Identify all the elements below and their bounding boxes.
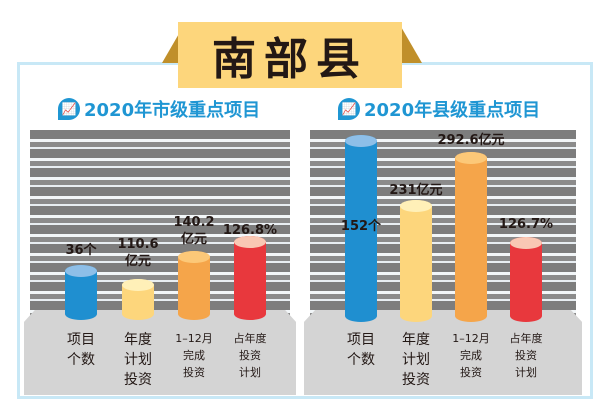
panel-title-text: 2020年县级重点项目 — [364, 100, 541, 121]
bar-2 — [400, 200, 432, 322]
category-label: 年度 计划 投资 — [402, 332, 430, 388]
category-label: 占年度 投资 计划 — [233, 332, 267, 379]
chart-icon: 📈 — [58, 98, 80, 120]
data-label: 126.7% — [498, 217, 554, 232]
banner-wing-right — [400, 25, 422, 63]
panel-title-city: 📈 2020年市级重点项目 — [58, 96, 260, 122]
data-label: 292.6亿元 — [437, 133, 505, 148]
data-label: 110.6 亿元 — [117, 237, 159, 269]
panel-title-county: 📈 2020年县级重点项目 — [338, 96, 540, 122]
category-label: 1–12月 完成 投资 — [452, 332, 490, 379]
chart-icon: 📈 — [338, 98, 360, 120]
bar-1 — [65, 265, 97, 320]
bar-1 — [345, 135, 377, 322]
data-label: 140.2 亿元 — [173, 215, 215, 247]
data-label: 152个 — [340, 219, 382, 234]
category-label: 年度 计划 投资 — [124, 332, 152, 388]
category-label: 项目 个数 — [347, 332, 375, 368]
bar-4 — [234, 236, 266, 320]
panel-title-text: 2020年市级重点项目 — [84, 100, 261, 121]
platform — [304, 310, 582, 395]
platform — [24, 310, 296, 395]
chart-city: 36个项目 个数 110.6 亿元年度 计划 投资 140.2 亿元 1–12月 完成… — [24, 130, 296, 398]
bar-2 — [122, 279, 154, 320]
category-label: 占年度 投资 计划 — [509, 332, 543, 379]
data-label: 36个 — [65, 243, 97, 258]
bar-3 — [455, 152, 487, 322]
category-label: 项目 个数 — [67, 332, 95, 368]
banner-title: 南部县 — [178, 22, 402, 88]
chart-county: 152个项目 个数 231亿元年度 计划 投资 292.6亿元 1–12月 完成 投资… — [304, 130, 582, 398]
data-label: 231亿元 — [389, 183, 443, 198]
category-label: 1–12月 完成 投资 — [175, 332, 213, 379]
bar-3 — [178, 251, 210, 320]
data-label: 126.8% — [222, 223, 278, 238]
bar-4 — [510, 237, 542, 322]
